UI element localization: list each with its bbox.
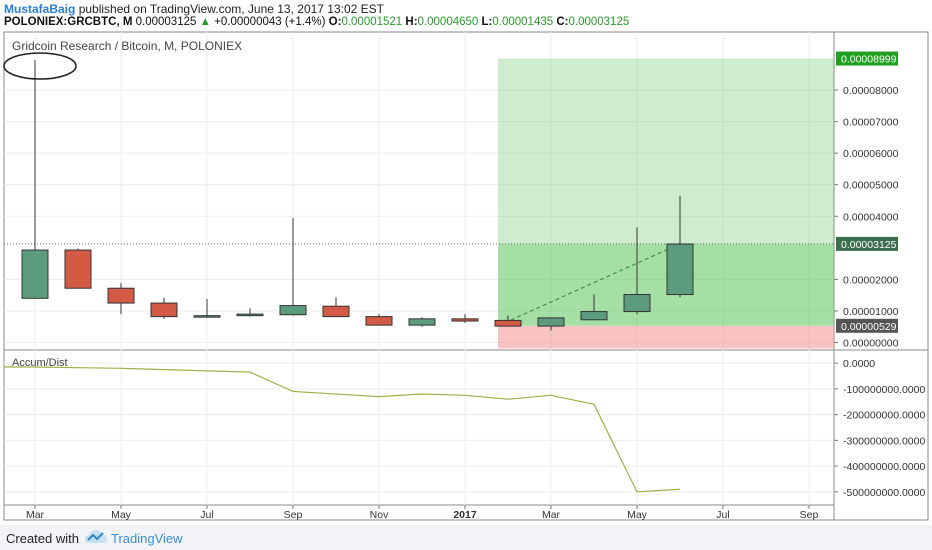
candle-body xyxy=(580,311,608,321)
candle-body xyxy=(365,316,393,326)
time-tick-label: Jul xyxy=(200,509,213,521)
accum-dist-tick-label: -100000000.0000 xyxy=(843,384,925,396)
indicator-title: Accum/Dist xyxy=(12,357,68,369)
tradingview-cloud-icon xyxy=(85,530,107,543)
candle-body xyxy=(193,315,221,318)
open-label: O: xyxy=(328,16,342,28)
last-price: 0.00003125 xyxy=(135,16,197,28)
candle-body xyxy=(537,317,565,327)
low-label: L: xyxy=(481,16,493,28)
candle-body xyxy=(408,318,436,326)
stop-zone xyxy=(498,325,834,349)
accum-dist-tick-label: -300000000.0000 xyxy=(843,435,925,447)
candles xyxy=(21,60,694,331)
price-tick-label: 0.00002000 xyxy=(843,274,899,286)
candle-body xyxy=(666,243,694,296)
price-tick-label: 0.00006000 xyxy=(843,148,899,160)
price-tick-label: 0.00007000 xyxy=(843,117,899,129)
candle-body xyxy=(236,313,264,317)
accum-dist-line xyxy=(4,366,681,493)
time-tick-label: 2017 xyxy=(453,509,477,521)
change-arrow-icon: ▲ xyxy=(199,16,211,28)
low-value: 0.00001435 xyxy=(492,16,554,28)
close-label: C: xyxy=(556,16,569,28)
position-tool[interactable] xyxy=(4,58,834,349)
candle-body xyxy=(623,294,651,313)
published-text: published on TradingView.com, June 13, 2… xyxy=(78,2,385,16)
candle-body xyxy=(322,305,350,318)
candle-body xyxy=(279,305,307,316)
high-label: H: xyxy=(405,16,418,28)
ohlc-bar: POLONIEX:GRCBTC, M 0.00003125 ▲ +0.00000… xyxy=(4,16,629,28)
created-with-label: Created with xyxy=(6,531,79,546)
symbol-label: POLONIEX:GRCBTC, M xyxy=(4,16,133,28)
target-zone xyxy=(498,58,834,244)
candle-body xyxy=(451,318,479,322)
price-tick-label: 0.00005000 xyxy=(843,180,899,192)
open-value: 0.00001521 xyxy=(341,16,403,28)
current-price-tag-box xyxy=(836,236,898,251)
time-axis: Mar May Jul Sep Nov 2017 Mar May Jul Sep xyxy=(26,505,819,521)
entry-price-tag-box xyxy=(836,318,898,333)
target-price-tag-box xyxy=(836,51,898,66)
reached-profit-zone xyxy=(498,243,834,326)
candle-body xyxy=(107,287,135,304)
price-tick-label: 0.00001000 xyxy=(843,306,899,318)
price-tick-label: 0.00000000 xyxy=(843,338,899,350)
candle-body xyxy=(494,319,522,327)
time-tick-label: Sep xyxy=(284,509,303,521)
accum-dist-tick-label: -200000000.0000 xyxy=(843,410,925,422)
change-value: +0.00000043 (+1.4%) xyxy=(214,16,326,28)
candle-body xyxy=(150,302,178,318)
position-trend-line xyxy=(497,243,681,327)
time-tick-label: Sep xyxy=(800,509,819,521)
target-price-tag: 0.00008999 xyxy=(841,54,897,66)
high-value: 0.00004650 xyxy=(417,16,479,28)
time-tick-label: Jul xyxy=(716,509,729,521)
candle-body xyxy=(21,249,49,299)
tradingview-logo-text[interactable]: TradingView xyxy=(111,531,183,546)
price-tick-label: 0.00008000 xyxy=(843,85,899,97)
drawn-ellipse-annotation[interactable] xyxy=(3,52,77,80)
accum-dist-tick-label: -400000000.0000 xyxy=(843,461,925,473)
time-tick-label: Mar xyxy=(542,509,561,521)
time-tick-label: Mar xyxy=(26,509,45,521)
price-tick-label: 0.00004000 xyxy=(843,211,899,223)
accum-dist-tick-label: -500000000.0000 xyxy=(843,487,925,499)
price-axis: 0.00008000 0.00007000 0.00006000 0.00005000… xyxy=(834,51,899,350)
time-tick-label: May xyxy=(627,509,648,521)
current-price-tag: 0.00003125 xyxy=(841,239,897,251)
main-chart-title: Gridcoin Research / Bitcoin, M, POLONIEX xyxy=(12,39,242,53)
chart-frame xyxy=(3,31,929,521)
time-tick-label: May xyxy=(111,509,132,521)
chart-canvas[interactable]: 0.00008000 0.00007000 0.00006000 0.00005000… xyxy=(0,0,932,525)
accum-dist-series xyxy=(4,366,681,493)
time-tick-label: Nov xyxy=(370,509,389,521)
candle-body xyxy=(64,249,92,289)
author-link[interactable]: MustafaBaig xyxy=(4,2,76,16)
close-value: 0.00003125 xyxy=(568,16,630,28)
accum-dist-tick-label: 0.0000 xyxy=(843,358,875,370)
footer-bar: Created with TradingView xyxy=(0,525,932,550)
entry-price-tag: 0.00000529 xyxy=(841,321,897,333)
accum-dist-axis: 0.0000 -100000000.0000 -200000000.0000 -300… xyxy=(834,358,925,499)
publish-info: MustafaBaig published on TradingView.com… xyxy=(4,2,384,16)
